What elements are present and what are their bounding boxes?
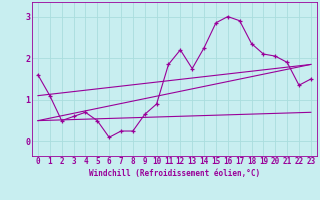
X-axis label: Windchill (Refroidissement éolien,°C): Windchill (Refroidissement éolien,°C) — [89, 169, 260, 178]
